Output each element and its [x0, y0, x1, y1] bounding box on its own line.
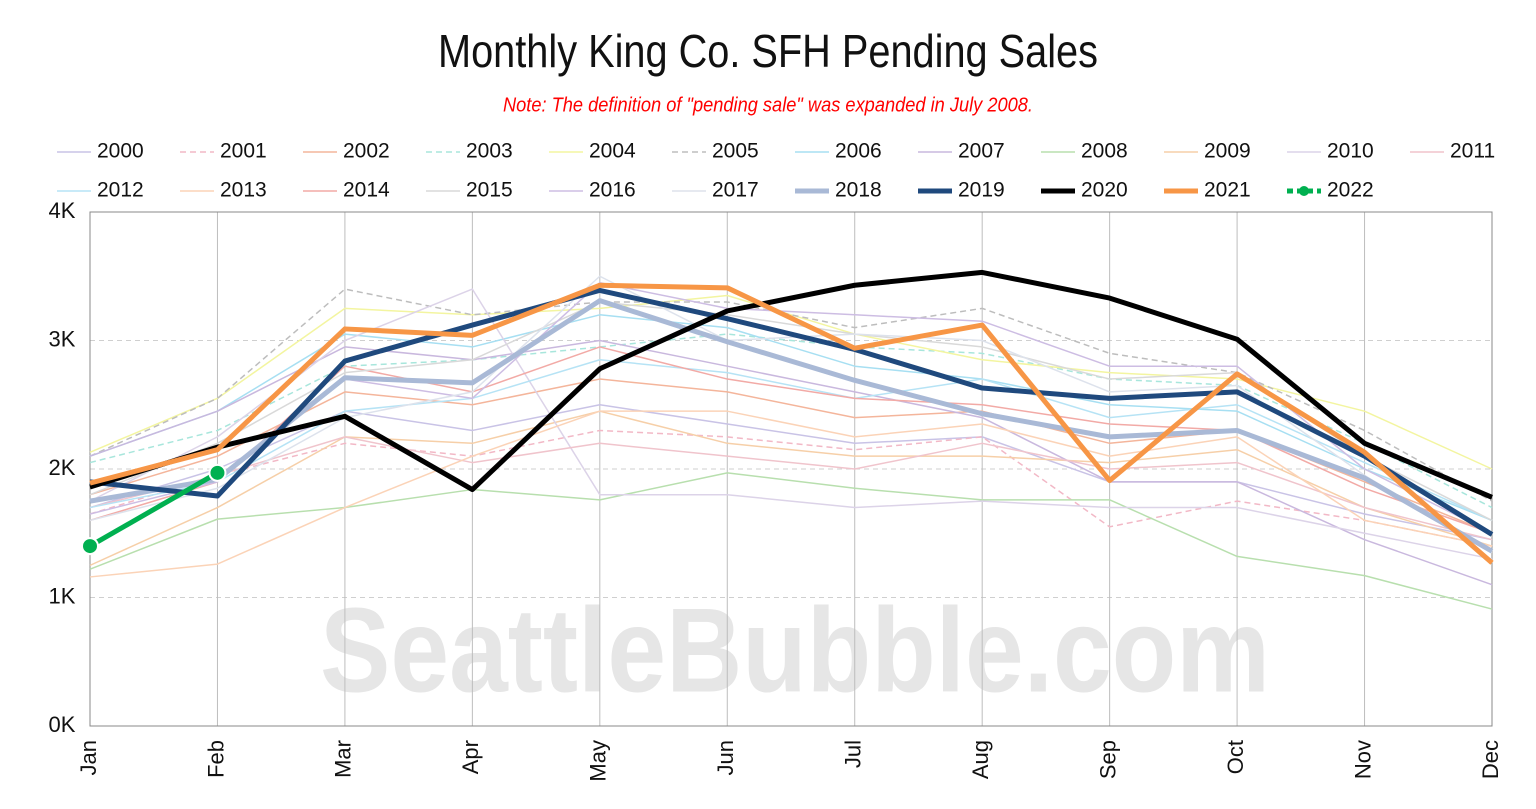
legend-label: 2017 [712, 179, 759, 202]
legend-label: 2004 [589, 140, 636, 163]
legend-label: 2008 [1081, 140, 1128, 163]
series-line [89, 298, 1494, 554]
legend-label: 2012 [97, 179, 144, 202]
x-tick-label: Aug [968, 740, 993, 779]
legend-label: 2014 [343, 179, 390, 202]
legend-label: 2009 [1204, 140, 1251, 163]
legend-label: 2005 [712, 140, 759, 163]
legend-label: 2002 [343, 140, 390, 163]
x-tick-label: Nov [1350, 740, 1375, 779]
legend-label: 2022 [1327, 179, 1374, 202]
data-point [81, 537, 99, 556]
x-tick-label: Jun [713, 740, 738, 775]
series-line [89, 472, 1493, 610]
x-tick-label: Jul [841, 740, 866, 768]
watermark: SeattleBubble.com [320, 584, 1270, 718]
y-tick-label: 1K [49, 583, 76, 608]
x-tick-label: Sep [1095, 740, 1120, 779]
y-tick-label: 4K [49, 198, 76, 223]
series-line [89, 410, 1493, 578]
x-tick-label: Mar [331, 740, 356, 778]
legend-label: 2018 [835, 179, 882, 202]
x-tick-label: Oct [1223, 740, 1248, 774]
chart-subtitle: Note: The definition of "pending sale" w… [503, 94, 1033, 116]
data-point [208, 463, 227, 482]
legend-label: 2000 [97, 140, 144, 163]
series-line [89, 282, 1494, 565]
legend-label: 2001 [220, 140, 267, 163]
series-line [89, 359, 1493, 522]
legend-label: 2016 [589, 179, 636, 202]
y-tick-label: 0K [49, 712, 76, 737]
series-line [89, 436, 1493, 541]
legend-label: 2011 [1450, 140, 1495, 163]
x-tick-label: Jan [76, 740, 101, 775]
series-line [88, 470, 219, 549]
x-tick-label: Apr [458, 740, 483, 774]
series-line [89, 288, 1493, 560]
series-line [89, 410, 1493, 567]
x-tick-label: Dec [1478, 740, 1503, 779]
y-tick-label: 3K [49, 326, 76, 351]
legend-label: 2007 [958, 140, 1005, 163]
series-line [89, 333, 1493, 509]
legend-label: 2010 [1327, 140, 1374, 163]
series-line [89, 287, 1494, 537]
series-line [89, 269, 1493, 500]
legend-label: 2003 [466, 140, 513, 163]
chart-title: Monthly King Co. SFH Pending Sales [438, 25, 1098, 77]
legend-label: 2013 [220, 179, 267, 202]
x-tick-label: Feb [203, 740, 228, 778]
legend-label: 2021 [1204, 179, 1251, 202]
legend-marker [1299, 186, 1309, 196]
legend-label: 2019 [958, 179, 1005, 202]
legend-label: 2020 [1081, 179, 1128, 202]
legend-label: 2006 [835, 140, 882, 163]
x-tick-label: May [586, 740, 611, 782]
series-line [89, 339, 1493, 586]
y-tick-label: 2K [49, 455, 76, 480]
legend-label: 2015 [466, 179, 513, 202]
